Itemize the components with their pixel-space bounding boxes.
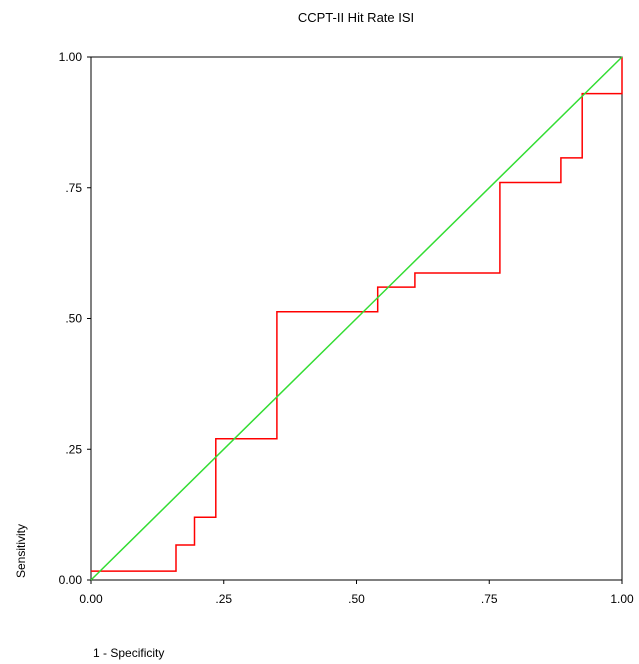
x-tick-label: .50 [348, 592, 365, 606]
y-tick-label: .75 [65, 181, 82, 195]
x-axis-label: 1 - Specificity [93, 646, 164, 660]
roc-curve-line [91, 57, 623, 572]
y-tick-label: 0.00 [59, 573, 83, 587]
y-tick-label: .25 [65, 442, 82, 456]
y-axis-label: Sensitivity [14, 524, 28, 578]
x-tick-label: 0.00 [79, 592, 103, 606]
y-tick-label: .50 [65, 312, 82, 326]
y-tick-label: 1.00 [59, 50, 83, 64]
x-tick-label: 1.00 [610, 592, 634, 606]
reference-diagonal-line [90, 56, 623, 581]
chart-title: CCPT-II Hit Rate ISI [298, 10, 414, 25]
x-tick-label: .25 [215, 592, 232, 606]
x-tick-label: .75 [481, 592, 498, 606]
